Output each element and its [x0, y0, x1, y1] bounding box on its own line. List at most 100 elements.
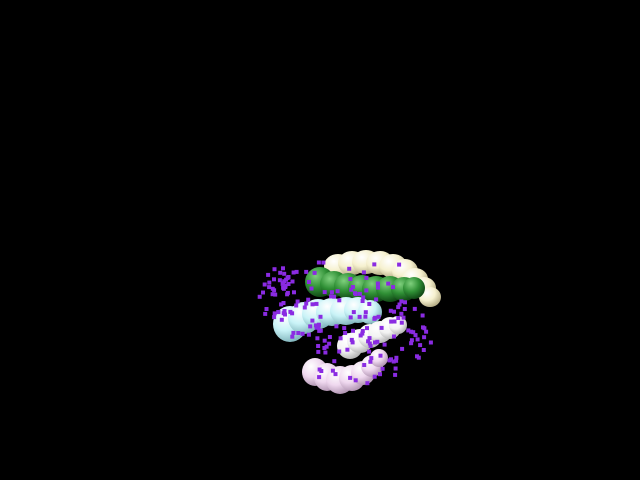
purple-particle — [397, 262, 402, 267]
purple-particle — [337, 298, 342, 303]
purple-particle — [360, 331, 365, 336]
purple-particle — [318, 328, 323, 333]
purple-particle — [290, 334, 295, 339]
purple-particle — [348, 375, 353, 380]
purple-particle — [364, 288, 369, 293]
purple-particle — [282, 309, 287, 313]
purple-particle — [376, 314, 381, 319]
purple-particle — [300, 331, 305, 336]
purple-particle — [337, 349, 342, 354]
purple-particle — [272, 311, 277, 316]
purple-particle — [367, 349, 372, 354]
purple-particle — [397, 302, 402, 307]
purple-particle — [373, 340, 377, 345]
purple-particle — [332, 359, 337, 364]
purple-particle — [345, 347, 350, 352]
purple-particle — [389, 319, 394, 324]
purple-particle — [343, 331, 348, 335]
purple-particle — [276, 310, 281, 315]
purple-particle — [279, 317, 284, 322]
purple-particle — [279, 302, 284, 307]
purple-particle — [273, 292, 278, 297]
purple-particle — [304, 269, 309, 274]
purple-particle — [270, 292, 275, 297]
purple-particle — [281, 266, 285, 271]
purple-particle — [349, 337, 354, 342]
purple-particle — [306, 297, 311, 302]
purple-particle — [363, 310, 368, 315]
purple-particle — [330, 368, 335, 373]
green-bead — [403, 277, 425, 299]
purple-particle — [317, 375, 322, 380]
purple-particle — [302, 305, 307, 310]
purple-particle — [400, 346, 405, 351]
purple-particle — [321, 260, 326, 265]
purple-particle — [391, 285, 395, 290]
purple-particle — [392, 309, 396, 314]
purple-particle — [409, 341, 414, 346]
purple-particle — [413, 333, 418, 338]
purple-particle — [327, 335, 332, 339]
purple-particle — [314, 325, 319, 330]
purple-particle — [420, 313, 425, 318]
purple-particle — [291, 270, 296, 275]
purple-particle-cloud — [257, 260, 433, 386]
purple-particle — [295, 299, 300, 304]
purple-particle — [333, 372, 338, 377]
purple-particle — [378, 353, 383, 358]
purple-particle — [360, 299, 365, 303]
purple-particle — [310, 302, 315, 307]
purple-particle — [334, 324, 339, 329]
purple-particle — [416, 355, 421, 360]
purple-particle — [324, 344, 329, 349]
purple-particle — [422, 335, 427, 340]
purple-particle — [365, 326, 369, 331]
purple-particle — [318, 314, 323, 319]
purple-particle — [361, 270, 366, 275]
purple-particle — [365, 381, 370, 386]
purple-particle — [290, 311, 295, 316]
purple-particle — [367, 336, 372, 341]
purple-particle — [380, 366, 385, 371]
purple-particle — [386, 281, 391, 286]
cream-bead — [419, 287, 441, 307]
purple-particle — [366, 339, 371, 344]
purple-particle — [296, 331, 301, 335]
purple-particle — [294, 269, 299, 274]
purple-particle — [388, 308, 393, 313]
purple-particle — [364, 275, 369, 280]
purple-particle — [313, 323, 318, 328]
purple-particle — [363, 314, 368, 319]
purple-particle — [428, 340, 433, 345]
purple-particle — [310, 318, 315, 323]
purple-particle — [393, 366, 398, 371]
purple-particle — [368, 359, 373, 364]
purple-particle — [264, 307, 269, 311]
purple-particle — [351, 310, 356, 315]
purple-particle — [281, 301, 286, 305]
purple-particle — [399, 320, 404, 325]
purple-particle — [280, 281, 285, 286]
purple-particle — [266, 272, 271, 277]
purple-particle — [316, 344, 321, 348]
purple-particle — [335, 289, 340, 294]
purple-particle — [392, 319, 397, 324]
purple-particle — [322, 346, 327, 350]
purple-particle — [350, 285, 355, 289]
purple-particle — [286, 282, 291, 286]
purple-particle — [411, 330, 416, 335]
purple-particle — [277, 278, 282, 283]
purple-particle — [375, 281, 380, 286]
purple-particle — [282, 271, 287, 276]
purple-particle — [307, 280, 311, 284]
purple-particle — [283, 312, 287, 317]
purple-particle — [399, 299, 404, 304]
purple-particle — [309, 286, 314, 291]
purple-particle — [329, 290, 334, 295]
purple-particle — [351, 328, 355, 333]
purple-particle — [327, 341, 332, 346]
purple-particle — [263, 311, 268, 316]
purple-particle — [396, 305, 401, 310]
purple-particle — [278, 270, 283, 275]
